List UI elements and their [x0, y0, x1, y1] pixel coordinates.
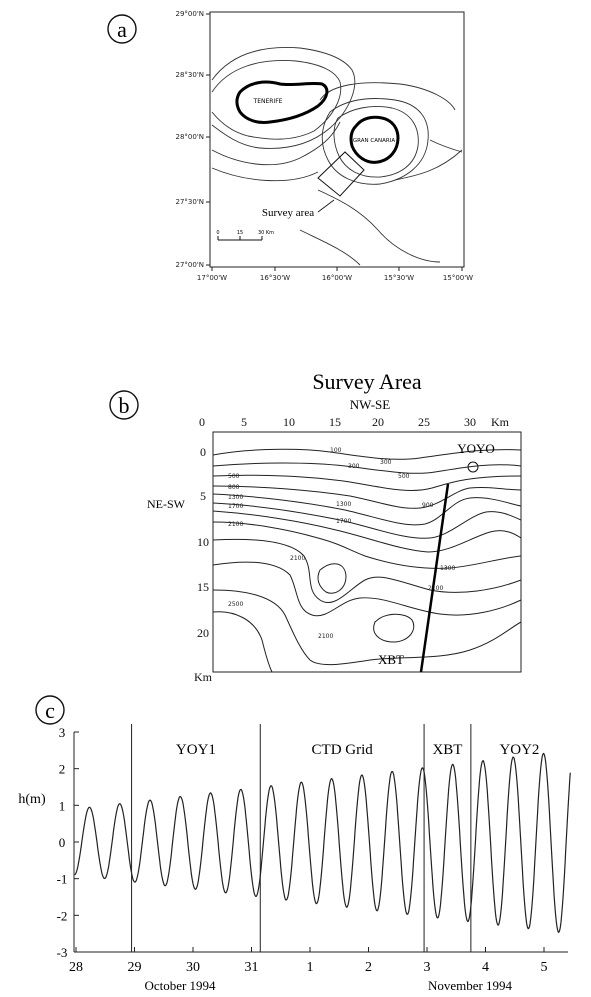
lon-label: 15°00'W [443, 274, 473, 282]
lat-label: 28°30'N [176, 71, 204, 79]
scale-tick: 0 [216, 230, 219, 236]
scale-tick: 30 Km [258, 230, 274, 236]
lat-ticks [206, 13, 210, 266]
scale-tick: 15 [237, 230, 243, 236]
island-label-tenerife: TENERIFE [253, 98, 283, 105]
survey-box [317, 151, 365, 197]
lon-label: 17°00'W [197, 274, 227, 282]
lon-label: 16°00'W [322, 274, 352, 282]
lon-label: 15°30'W [384, 274, 414, 282]
survey-pointer [317, 199, 335, 213]
map-frame [209, 11, 465, 268]
map-bathymetry [211, 47, 463, 266]
tenerife-outline [235, 80, 329, 124]
panel-a-letter: a [117, 17, 127, 42]
lon-label: 16°30'W [260, 274, 290, 282]
panel-a-circle [107, 14, 137, 44]
lat-label: 29°00'N [176, 10, 204, 18]
island-label-gran-canaria: GRAN CANARIA [353, 138, 395, 144]
lon-ticks [211, 267, 463, 271]
map-scale-bar: 0 15 30 Km [216, 230, 274, 241]
gran-canaria-outline [349, 115, 400, 164]
lat-label: 27°30'N [176, 198, 204, 206]
lat-label: 28°00'N [176, 133, 204, 141]
survey-area-label: Survey area [262, 207, 314, 219]
lat-label: 27°00'N [176, 261, 204, 269]
